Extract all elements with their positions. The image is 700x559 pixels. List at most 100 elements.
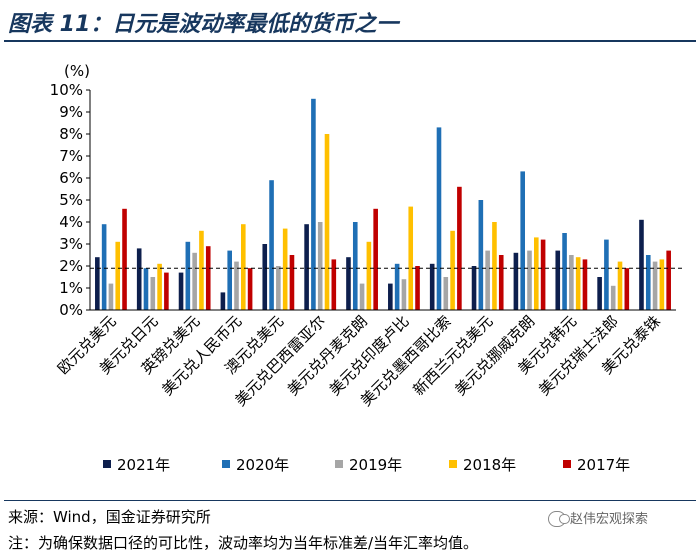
y-tick-label: 8% [59,125,83,143]
bar-5-13 [624,268,630,310]
legend-swatch-5 [563,460,571,468]
y-tick-label: 3% [59,235,83,253]
y-tick-label: 9% [59,103,83,121]
bar-4-9 [450,230,455,310]
bar-2-11 [520,171,525,310]
bar-3-2 [150,277,156,310]
bar-1-13 [597,277,602,310]
legend-label-3: 2019年 [349,456,402,474]
y-tick-label: 1% [59,279,83,297]
bar-5-7 [373,208,378,310]
bar-2-12 [562,233,567,310]
bar-1-4 [220,292,226,310]
legend-swatch-4 [449,460,457,468]
bar-4-2 [157,263,162,310]
bar-4-14 [659,259,665,310]
bar-4-6 [324,134,330,310]
bar-chart: (%)0%1%2%3%4%5%6%7%8%9%10%欧元兑美元美元兑日元英镑兑美… [50,62,684,474]
bar-5-11 [540,239,546,310]
bar-1-11 [513,252,519,310]
bar-2-7 [352,222,358,310]
watermark: 赵伟宏观探索 [548,508,648,528]
bar-3-7 [359,283,365,310]
legend-label-2: 2020年 [236,456,289,474]
bar-3-3 [192,252,197,310]
legend-label-5: 2017年 [577,456,630,474]
legend-label-1: 2021年 [117,456,170,474]
bar-4-10 [492,222,497,310]
bar-5-6 [331,259,337,310]
bar-2-13 [604,239,609,310]
bar-1-2 [136,248,142,310]
bar-3-4 [234,261,239,310]
y-tick-label: 2% [59,257,83,275]
y-tick-label: 7% [59,147,83,165]
bar-1-3 [178,272,184,310]
bar-1-8 [388,283,393,310]
wechat-icon [548,510,570,527]
source-text: 来源：Wind，国金证券研究所 [8,508,211,526]
bar-5-10 [498,255,504,310]
legend-label-4: 2018年 [463,456,516,474]
bar-4-12 [575,257,581,310]
legend-swatch-3 [335,460,343,468]
figure-title: 图表 11：日元是波动率最低的货币之一 [8,12,399,37]
y-tick-label: 5% [59,191,83,209]
bar-2-5 [269,180,274,310]
bar-1-12 [555,250,561,310]
bar-2-2 [143,268,149,310]
bar-1-1 [95,257,100,310]
bar-4-11 [534,237,539,310]
bar-2-6 [311,98,316,310]
footer-divider [4,500,696,501]
bar-5-3 [205,246,211,310]
bar-4-4 [241,224,246,310]
bar-1-10 [471,266,477,310]
watermark-text: 赵伟宏观探索 [570,512,649,527]
bar-4-8 [408,206,414,310]
y-tick-label: 6% [59,169,83,187]
y-tick-label: 10% [50,81,83,99]
bar-4-5 [282,228,288,310]
bar-1-6 [304,224,309,310]
bar-1-7 [346,257,351,310]
bar-2-14 [645,255,651,310]
bar-2-4 [227,250,232,310]
y-tick-label: 0% [59,301,83,319]
bar-5-2 [164,272,169,310]
bar-5-9 [457,186,462,310]
bar-3-8 [401,279,407,310]
bar-4-3 [199,230,204,310]
y-tick-label: 4% [59,213,83,231]
bar-3-13 [610,285,616,310]
bar-2-8 [394,263,400,310]
bar-3-11 [527,250,532,310]
bar-3-12 [569,255,574,310]
bar-2-9 [436,127,442,311]
bar-4-1 [115,241,121,310]
bar-5-4 [247,268,253,310]
bar-1-14 [639,219,644,310]
bar-3-1 [108,283,114,310]
bar-2-10 [478,200,484,310]
bar-4-7 [366,241,372,310]
bar-1-9 [429,263,435,310]
bar-5-12 [582,259,588,310]
bar-5-14 [666,250,671,310]
bar-3-10 [485,250,490,310]
title-bar: 图表 11：日元是波动率最低的货币之一 [0,0,700,44]
title-divider [4,40,696,42]
bar-1-5 [262,244,268,310]
bar-5-5 [289,255,295,310]
bar-5-1 [122,208,127,310]
bar-3-6 [317,222,323,310]
legend-swatch-2 [222,460,230,468]
bar-5-8 [415,266,420,310]
legend-swatch-1 [103,460,111,468]
bar-3-9 [443,277,449,310]
note-text: 注：为确保数据口径的可比性，波动率均为当年标准差/当年汇率均值。 [8,534,479,552]
bar-3-5 [276,266,281,310]
y-unit-label: (%) [64,62,90,80]
bar-4-13 [617,261,623,310]
bar-2-1 [101,224,107,310]
